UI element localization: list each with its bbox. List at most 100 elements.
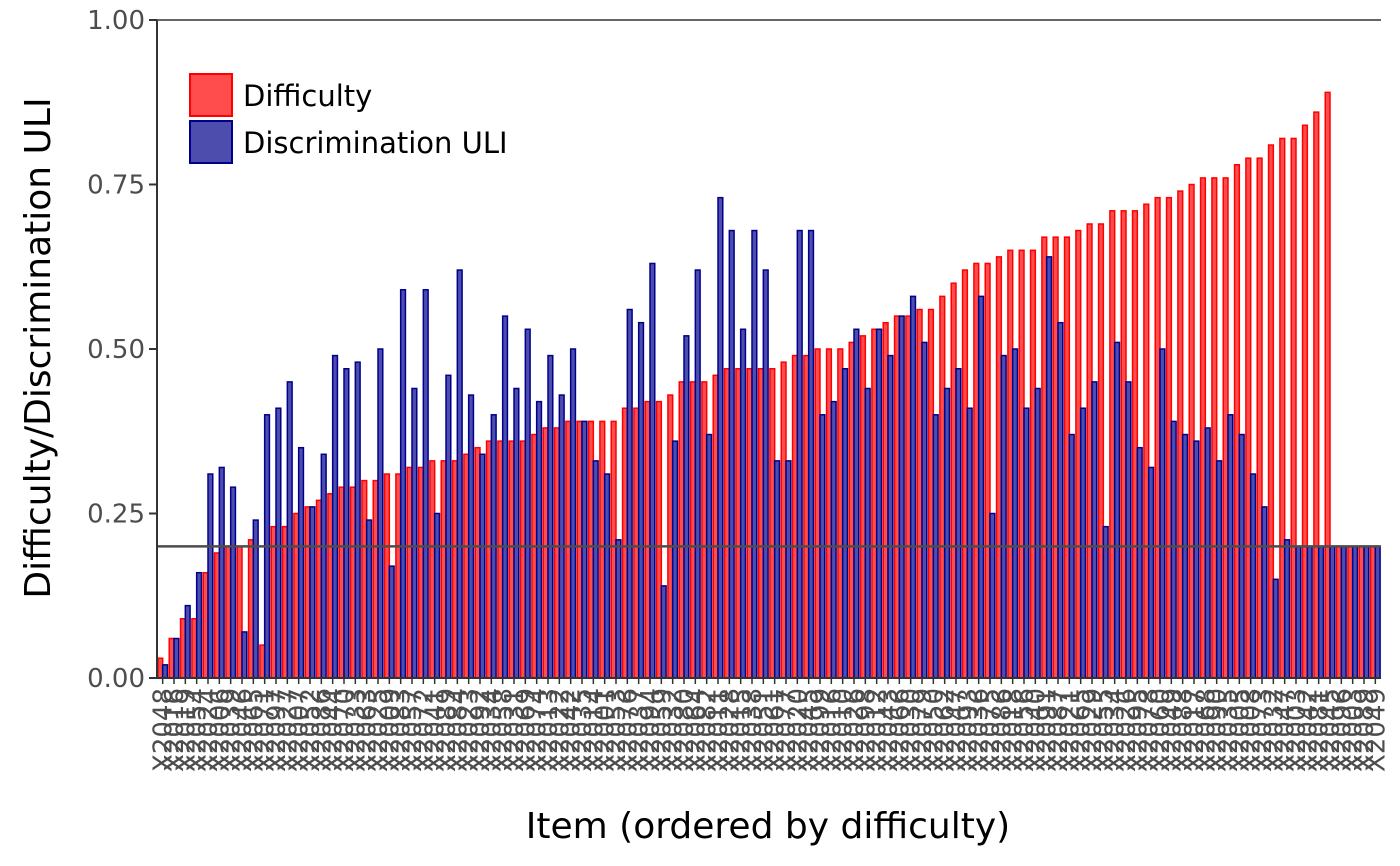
x-tick-label: X2036: [965, 688, 995, 772]
discrimination-bar: [1351, 545, 1359, 679]
x-tick-label: X2059: [647, 688, 677, 772]
discrimination-bar: [943, 387, 951, 679]
x-tick-label: X2092: [466, 688, 496, 772]
x-tick-label: X2099: [806, 688, 836, 772]
y-tick-label: 1.00: [87, 6, 145, 36]
x-axis: X2048X2016X2019X2054X2024X2006X2039X2046…: [149, 677, 1391, 772]
discrimination-bar: [807, 229, 815, 679]
discrimination-bar: [309, 506, 316, 679]
discrimination-bar: [887, 354, 894, 679]
x-tick-label: X2054: [183, 688, 213, 772]
discrimination-bar: [1068, 433, 1075, 679]
x-tick-label: X2080: [670, 688, 700, 772]
x-tick-label: X2047: [942, 688, 972, 772]
x-tick-label: X2013: [534, 688, 564, 772]
discrimination-bar: [1147, 466, 1155, 679]
discrimination-bar: [796, 229, 803, 679]
x-tick-label: X2072: [409, 688, 439, 772]
x-tick-label: X2003: [1339, 688, 1369, 772]
discrimination-bar: [399, 289, 407, 679]
discrimination-bar: [173, 637, 180, 679]
x-tick-label: X2012: [863, 688, 893, 772]
x-tick-label: X2006: [205, 688, 235, 772]
y-axis-title: Difficulty/Discrimination ULI: [18, 97, 59, 598]
x-tick-label: X2086: [987, 688, 1017, 772]
discrimination-bar: [1034, 387, 1041, 679]
x-tick-label: X2042: [557, 688, 587, 772]
x-tick-label: X2025: [364, 688, 394, 772]
x-tick-label: X2066: [885, 688, 915, 772]
discrimination-bar: [524, 328, 531, 679]
x-tick-label: X2094: [636, 688, 666, 772]
x-tick-label: X2051: [749, 688, 779, 772]
x-tick-label: X2049: [1157, 688, 1187, 772]
discrimination-bar: [501, 315, 509, 679]
legend: Difficulty Discrimination ULI: [189, 73, 508, 164]
x-tick-label: X2035: [1214, 688, 1244, 772]
x-tick-label: X2032: [1259, 688, 1289, 772]
discrimination-bar: [1272, 578, 1279, 679]
legend-swatch-discrimination: [189, 120, 233, 164]
x-tick-label: X2058: [489, 688, 519, 772]
discrimination-bar: [433, 512, 441, 679]
x-tick-label: X2049: [1361, 688, 1391, 772]
x-tick-label: X2073: [1248, 688, 1278, 772]
x-tick-label: X2095: [1123, 688, 1153, 772]
x-tick-label: X2016: [817, 688, 847, 772]
x-tick-label: X2007: [285, 688, 315, 772]
discrimination-bar: [456, 269, 463, 679]
x-tick-label: X2097: [262, 688, 292, 772]
discrimination-bar: [592, 460, 599, 679]
discrimination-bar: [830, 400, 837, 679]
discrimination-bar: [717, 196, 724, 679]
discrimination-bar: [343, 367, 350, 679]
discrimination-bar: [1283, 539, 1291, 679]
discrimination-bar: [626, 308, 633, 679]
x-tick-label: X2031: [500, 688, 530, 772]
x-tick-label: X2064: [681, 688, 711, 772]
discrimination-bar: [388, 565, 395, 679]
discrimination-bar: [1215, 460, 1223, 679]
discrimination-bar: [445, 374, 452, 679]
discrimination-bar: [195, 571, 203, 679]
discrimination-bar: [875, 328, 883, 679]
x-tick-label: X2055: [1089, 688, 1119, 772]
discrimination-bar: [331, 354, 339, 679]
discrimination-bar: [1329, 545, 1336, 679]
discrimination-bar: [320, 453, 327, 679]
x-tick-label: X2026: [1112, 688, 1142, 772]
discrimination-bar: [762, 269, 769, 679]
x-tick-label: X2023: [455, 688, 485, 772]
discrimination-bar: [377, 348, 384, 679]
x-tick-label: X2032: [659, 688, 689, 772]
x-tick-label: X2014: [579, 688, 609, 772]
discrimination-bar: [864, 387, 871, 679]
x-tick-label: X2078: [1135, 688, 1165, 772]
x-tick-label: X2018: [999, 688, 1029, 772]
x-tick-label: X2024: [194, 688, 224, 772]
discrimination-bar: [252, 519, 259, 679]
x-tick-label: X2089: [432, 688, 462, 772]
x-tick-label: X2071: [251, 688, 281, 772]
discrimination-bar: [1193, 440, 1200, 679]
discrimination-bar: [1023, 407, 1030, 679]
x-tick-label: X2026: [840, 688, 870, 772]
discrimination-bar: [1159, 348, 1166, 679]
discrimination-bar: [1261, 506, 1268, 679]
discrimination-bar: [841, 367, 849, 679]
x-tick-label: X2052: [296, 688, 326, 772]
x-tick-label: X2010: [829, 688, 859, 772]
discrimination-bar: [694, 269, 701, 679]
discrimination-bar: [1091, 381, 1098, 679]
x-tick-label: X2016: [160, 688, 190, 772]
x-tick-label: X2020: [783, 688, 813, 772]
discrimination-bar: [966, 407, 973, 679]
discrimination-bar: [558, 394, 565, 679]
discrimination-bar: [773, 460, 781, 679]
x-tick-label: X2061: [761, 688, 791, 772]
x-tick-label: X2038: [738, 688, 768, 772]
x-tick-label: X2090: [1203, 688, 1233, 772]
bars-layer: [157, 91, 1381, 679]
x-tick-label: X2063: [353, 688, 383, 772]
discrimination-bar: [297, 446, 305, 679]
